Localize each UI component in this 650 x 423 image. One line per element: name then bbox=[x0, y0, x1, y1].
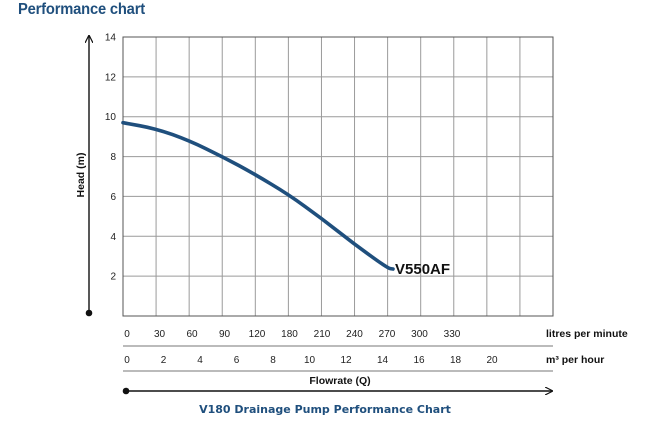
x-axis-origin-dot bbox=[122, 387, 130, 395]
y-axis-title: Head (m) bbox=[75, 153, 87, 198]
x-secondary-unit-label: m³ per hour bbox=[546, 354, 604, 366]
x-primary-tick-label: 90 bbox=[219, 329, 231, 340]
x-primary-unit-label: litres per minute bbox=[546, 328, 628, 340]
x-primary-tick-label: 270 bbox=[379, 329, 396, 340]
x-primary-tick-label: 120 bbox=[249, 329, 266, 340]
y-tick-label: 10 bbox=[105, 112, 117, 123]
grid-layer bbox=[122, 36, 554, 317]
x-secondary-tick-label: 14 bbox=[377, 355, 389, 366]
x-primary-tick-label: 30 bbox=[154, 329, 166, 340]
x-axis-title: Flowrate (Q) bbox=[309, 375, 370, 387]
y-tick-label: 14 bbox=[105, 33, 117, 44]
x-secondary-tick-label: 8 bbox=[270, 355, 276, 366]
series-label-v550af: V550AF bbox=[395, 261, 450, 278]
series-layer bbox=[121, 120, 395, 271]
x-primary-tick-label: 180 bbox=[281, 329, 298, 340]
x-secondary-tick-label: 10 bbox=[304, 355, 316, 366]
x-secondary-tick-label: 18 bbox=[450, 355, 462, 366]
label-layer: Head (m) Flowrate (Q) litres per minute … bbox=[75, 153, 628, 387]
x-secondary-tick-label: 6 bbox=[234, 355, 240, 366]
axis-layer bbox=[86, 36, 553, 394]
x-primary-tick-label: 240 bbox=[346, 329, 363, 340]
x-secondary-tick-label: 16 bbox=[413, 355, 425, 366]
x-secondary-tick-label: 0 bbox=[124, 355, 130, 366]
y-tick-label: 2 bbox=[110, 272, 116, 283]
y-tick-label: 4 bbox=[110, 232, 116, 243]
series-line-v550af bbox=[121, 120, 395, 271]
y-tick-label: 12 bbox=[105, 72, 117, 83]
plot-border bbox=[122, 36, 554, 317]
x-secondary-tick-label: 12 bbox=[340, 355, 352, 366]
x-secondary-tick-label: 2 bbox=[161, 355, 167, 366]
x-primary-tick-label: 0 bbox=[124, 329, 130, 340]
y-axis-origin-dot bbox=[85, 309, 93, 317]
y-tick-label: 8 bbox=[110, 152, 116, 163]
x-primary-tick-label: 210 bbox=[314, 329, 331, 340]
x-primary-tick-label: 330 bbox=[444, 329, 461, 340]
y-tick-label: 6 bbox=[110, 192, 116, 203]
page-title: Performance chart bbox=[18, 1, 145, 18]
x-primary-tick-label: 60 bbox=[186, 329, 198, 340]
chart-caption: V180 Drainage Pump Performance Chart bbox=[199, 403, 451, 416]
x-secondary-tick-label: 4 bbox=[197, 355, 203, 366]
x-primary-tick-label: 300 bbox=[411, 329, 428, 340]
x-secondary-tick-label: 20 bbox=[486, 355, 498, 366]
